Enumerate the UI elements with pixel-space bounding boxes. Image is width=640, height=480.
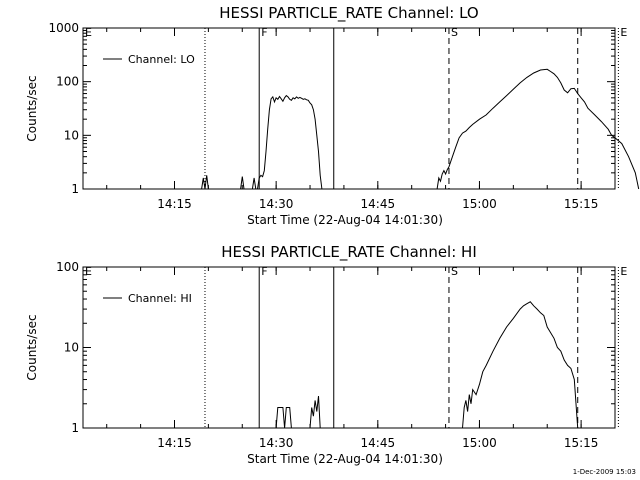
- x-tick-label: 14:45: [361, 436, 396, 450]
- event-marker-label: E: [620, 26, 627, 39]
- y-tick-label: 10: [64, 341, 79, 355]
- footer-timestamp: 1-Dec-2009 15:03: [573, 468, 636, 476]
- y-tick-label: 1000: [48, 21, 79, 35]
- panel-hi: HESSI PARTICLE_RATE Channel: HI 14:15 14:3…: [25, 243, 627, 466]
- x-axis-label: Start Time (22-Aug-04 14:01:30): [247, 213, 443, 227]
- panel-lo: HESSI PARTICLE_RATE Channel: LO 14:15 14:3…: [25, 4, 640, 227]
- y-tick-label: 100: [56, 75, 79, 89]
- event-marker-label: F: [261, 265, 267, 278]
- y-tick-label: 10: [64, 128, 79, 142]
- x-tick-label: 14:15: [157, 436, 192, 450]
- x-axis-label: Start Time (22-Aug-04 14:01:30): [247, 452, 443, 466]
- x-tick-label: 15:00: [462, 197, 497, 211]
- plot-frame: [82, 27, 616, 190]
- series-line: [257, 94, 323, 190]
- x-tick-label: 14:45: [361, 197, 396, 211]
- series-line: [436, 68, 640, 190]
- event-marker-label: S: [451, 26, 458, 39]
- legend-label: Channel: LO: [128, 53, 195, 66]
- y-axis-label: Counts/sec: [25, 314, 39, 380]
- x-tick-label: 15:15: [564, 436, 599, 450]
- series-line: [201, 175, 209, 190]
- event-marker-label: F: [261, 26, 267, 39]
- event-marker-label: E: [85, 26, 92, 39]
- y-axis-label: Counts/sec: [25, 75, 39, 141]
- x-tick-label: 14:15: [157, 197, 192, 211]
- x-tick-label: 14:30: [259, 197, 294, 211]
- x-tick-label: 15:15: [564, 197, 599, 211]
- event-marker-label: E: [620, 265, 627, 278]
- series-line: [251, 177, 257, 190]
- series-line: [462, 301, 579, 429]
- series-line: [309, 395, 321, 429]
- y-tick-label: 1: [71, 421, 79, 435]
- x-tick-label: 14:30: [259, 436, 294, 450]
- series-line: [240, 176, 245, 190]
- chart-title: HESSI PARTICLE_RATE Channel: LO: [219, 4, 478, 23]
- series-line: [275, 407, 292, 429]
- x-tick-label: 15:00: [462, 436, 497, 450]
- legend-label: Channel: HI: [128, 292, 192, 305]
- chart-title: HESSI PARTICLE_RATE Channel: HI: [221, 243, 477, 262]
- y-tick-label: 1: [71, 182, 79, 196]
- event-marker-label: E: [85, 265, 92, 278]
- event-marker-label: S: [451, 265, 458, 278]
- y-tick-label: 100: [56, 260, 79, 274]
